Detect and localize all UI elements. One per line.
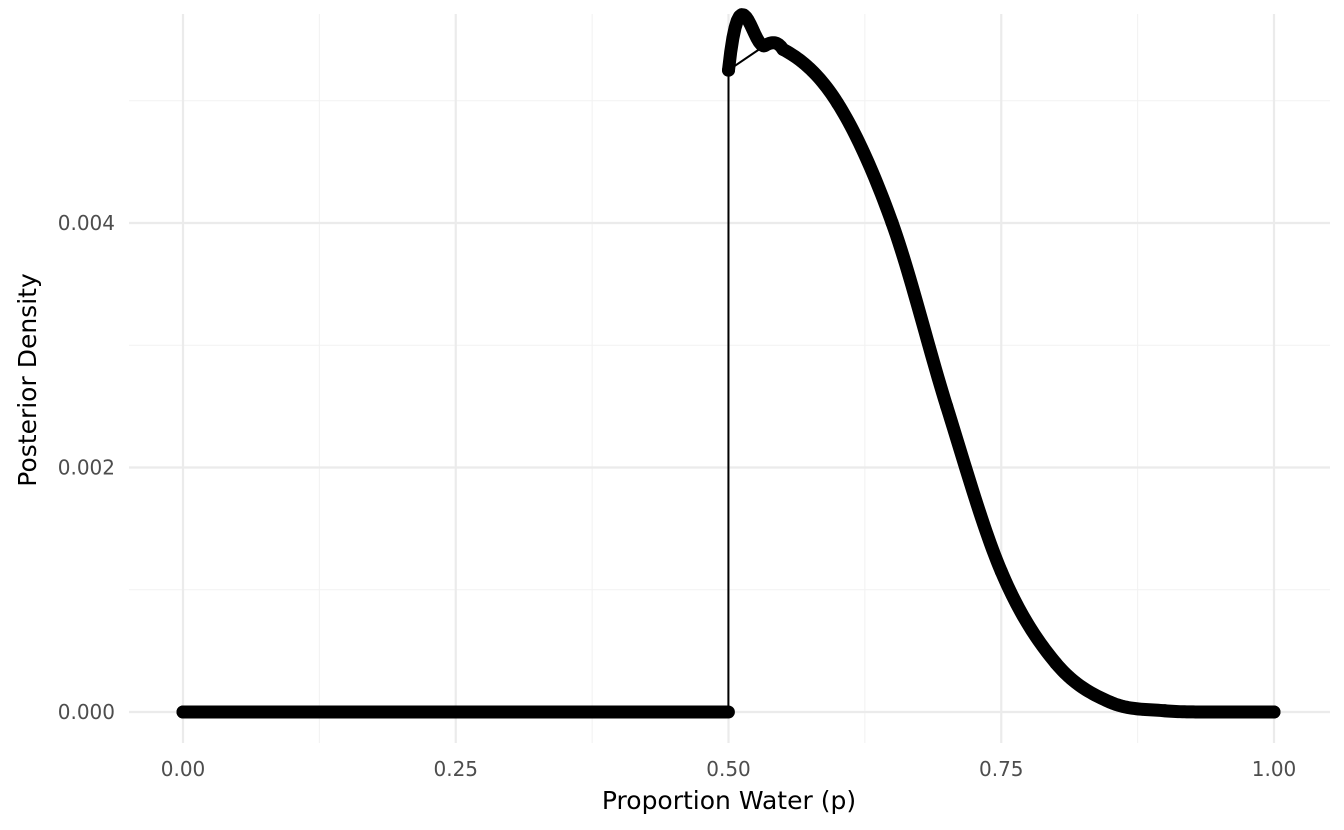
data-point bbox=[831, 96, 845, 110]
y-tick-label: 0.000 bbox=[58, 700, 115, 724]
y-axis-title: Posterior Density bbox=[13, 273, 42, 487]
x-tick-label: 0.25 bbox=[433, 757, 478, 781]
data-point bbox=[885, 216, 899, 230]
x-tick-label: 1.00 bbox=[1252, 757, 1297, 781]
data-point bbox=[721, 705, 735, 719]
data-point bbox=[1049, 656, 1063, 670]
data-point bbox=[612, 705, 626, 719]
y-tick-label: 0.002 bbox=[58, 456, 115, 480]
tick-label-layer: 0.00 0.25 0.50 0.75 1.00 0.000 0.002 0.004 bbox=[58, 211, 1297, 781]
x-tick-label: 0.00 bbox=[161, 757, 206, 781]
data-point bbox=[776, 42, 790, 56]
series-layer bbox=[176, 8, 1281, 719]
data-point bbox=[758, 39, 772, 53]
x-tick-label: 0.75 bbox=[979, 757, 1024, 781]
data-point bbox=[1103, 695, 1117, 709]
data-point bbox=[940, 399, 954, 413]
density-line bbox=[183, 44, 1274, 713]
data-point bbox=[1158, 704, 1172, 718]
x-axis-title: Proportion Water (p) bbox=[602, 786, 856, 815]
data-point bbox=[722, 63, 735, 77]
x-tick-label: 0.50 bbox=[706, 757, 751, 781]
data-point bbox=[503, 705, 517, 719]
data-point bbox=[394, 705, 408, 719]
data-point bbox=[994, 564, 1008, 578]
y-tick-label: 0.004 bbox=[58, 211, 115, 235]
data-point bbox=[1212, 705, 1226, 719]
data-point bbox=[285, 705, 299, 719]
data-point bbox=[176, 705, 190, 719]
grid-layer bbox=[129, 14, 1330, 743]
data-point bbox=[1267, 705, 1281, 719]
